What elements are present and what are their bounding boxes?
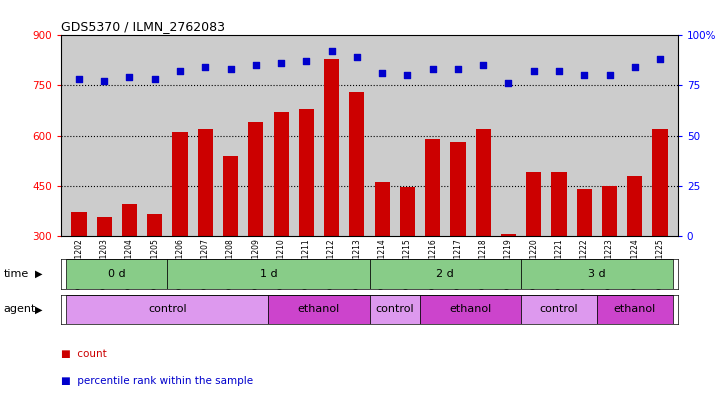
Point xyxy=(275,60,287,66)
Bar xyxy=(597,295,673,324)
Bar xyxy=(476,129,491,236)
Bar xyxy=(375,182,390,236)
Point xyxy=(99,78,110,84)
Bar xyxy=(324,59,339,236)
Point xyxy=(250,62,262,68)
Point xyxy=(427,66,438,73)
Bar xyxy=(248,122,263,236)
Text: ethanol: ethanol xyxy=(614,305,656,314)
Point xyxy=(225,66,236,73)
Bar xyxy=(273,112,288,236)
Bar xyxy=(122,204,137,236)
Point xyxy=(74,76,85,83)
Point xyxy=(402,72,413,79)
Bar xyxy=(602,185,617,236)
Bar xyxy=(400,187,415,236)
Text: time: time xyxy=(4,269,29,279)
Text: ethanol: ethanol xyxy=(298,305,340,314)
Bar xyxy=(198,129,213,236)
Bar xyxy=(172,132,187,236)
Point xyxy=(149,76,161,83)
Bar xyxy=(97,217,112,236)
Point xyxy=(301,58,312,64)
Point xyxy=(452,66,464,73)
Bar xyxy=(627,176,642,236)
Text: 0 d: 0 d xyxy=(108,269,125,279)
Bar xyxy=(147,214,162,236)
Text: control: control xyxy=(376,305,414,314)
Text: ethanol: ethanol xyxy=(449,305,492,314)
Text: ■  count: ■ count xyxy=(61,349,107,359)
Bar xyxy=(420,295,521,324)
Bar xyxy=(71,212,87,236)
Bar xyxy=(521,295,597,324)
Text: ▶: ▶ xyxy=(35,305,42,314)
Bar xyxy=(577,189,592,236)
Point xyxy=(174,68,186,75)
Bar xyxy=(66,295,268,324)
Bar xyxy=(425,139,441,236)
Bar xyxy=(298,109,314,236)
Point xyxy=(351,54,363,61)
Text: control: control xyxy=(540,305,578,314)
Bar xyxy=(66,259,167,289)
Bar xyxy=(526,172,541,236)
Point xyxy=(654,56,665,62)
Point xyxy=(477,62,489,68)
Bar xyxy=(451,142,466,236)
Point xyxy=(603,72,615,79)
Text: ▶: ▶ xyxy=(35,269,42,279)
Point xyxy=(553,68,565,75)
Point xyxy=(124,74,136,81)
Point xyxy=(200,64,211,71)
Bar xyxy=(349,92,364,236)
Point xyxy=(326,48,337,55)
Bar xyxy=(167,259,370,289)
Point xyxy=(528,68,539,75)
Bar xyxy=(370,259,521,289)
Text: 1 d: 1 d xyxy=(260,269,278,279)
Bar xyxy=(223,156,238,236)
Point xyxy=(578,72,590,79)
Bar xyxy=(653,129,668,236)
Text: ■  percentile rank within the sample: ■ percentile rank within the sample xyxy=(61,376,253,386)
Point xyxy=(376,70,388,77)
Bar xyxy=(521,259,673,289)
Text: control: control xyxy=(148,305,187,314)
Bar xyxy=(268,295,370,324)
Text: agent: agent xyxy=(4,305,36,314)
Bar xyxy=(370,295,420,324)
Point xyxy=(503,80,514,86)
Point xyxy=(629,64,640,71)
Bar xyxy=(552,172,567,236)
Text: 2 d: 2 d xyxy=(436,269,454,279)
Bar xyxy=(501,234,516,236)
Text: GDS5370 / ILMN_2762083: GDS5370 / ILMN_2762083 xyxy=(61,20,225,33)
Text: 3 d: 3 d xyxy=(588,269,606,279)
